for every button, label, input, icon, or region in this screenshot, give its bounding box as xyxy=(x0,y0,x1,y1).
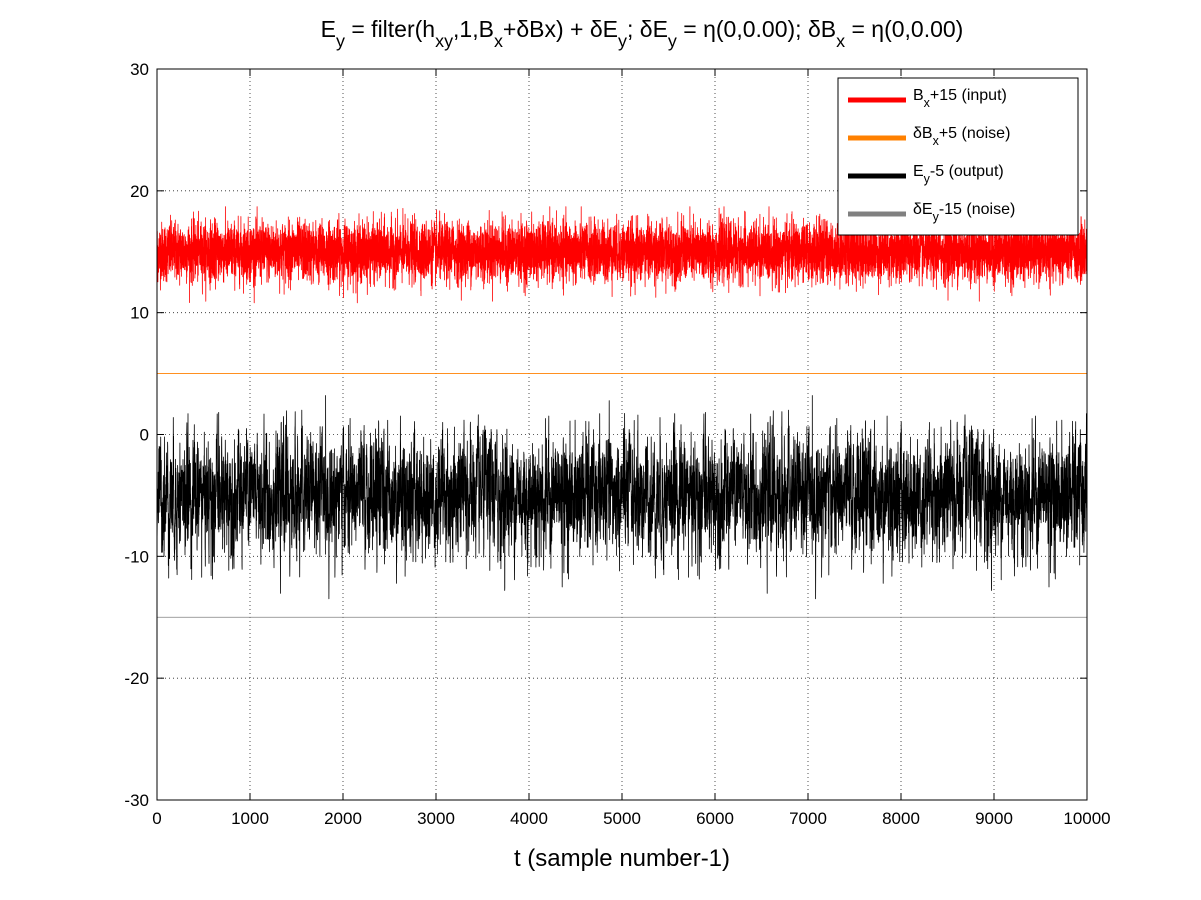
x-tick-label: 7000 xyxy=(789,809,827,828)
x-tick-label: 3000 xyxy=(417,809,455,828)
x-tick-label: 1000 xyxy=(231,809,269,828)
y-tick-label: 0 xyxy=(140,426,149,445)
axis-ticks: 0 1000 2000 3000 4000 5000 6000 7000 8000 9000 100… xyxy=(124,60,1110,828)
x-tick-label: 0 xyxy=(152,809,161,828)
y-tick-label: -30 xyxy=(124,791,149,810)
y-tick-label: 30 xyxy=(130,60,149,79)
plot-series xyxy=(156,206,1088,618)
x-tick-label: 4000 xyxy=(510,809,548,828)
legend-entry-3: Ey-5 (output) xyxy=(913,163,1004,186)
y-tick-label: -20 xyxy=(124,669,149,688)
legend-entry-2: δBx+5 (noise) xyxy=(913,125,1010,148)
series-line-1 xyxy=(156,206,1088,304)
x-tick-label: 9000 xyxy=(975,809,1013,828)
legend-entry-1: Bx+15 (input) xyxy=(913,87,1007,110)
x-tick-label: 10000 xyxy=(1063,809,1110,828)
x-tick-label: 8000 xyxy=(882,809,920,828)
grid xyxy=(157,69,1087,800)
y-tick-label: 20 xyxy=(130,182,149,201)
legend-box xyxy=(837,77,1079,236)
x-tick-label: 2000 xyxy=(324,809,362,828)
legend-entry-4: δEy-15 (noise) xyxy=(913,201,1015,224)
legend: Bx+15 (input) δBx+5 (noise) Ey-5 (output) δ… xyxy=(837,77,1079,236)
x-axis-label: t (sample number-1) xyxy=(514,845,730,872)
series-line-3 xyxy=(156,395,1088,600)
x-tick-label: 5000 xyxy=(603,809,641,828)
x-tick-label: 6000 xyxy=(696,809,734,828)
chart-title: Ey = filter(hxy,1,Bx+δBx) + δEy; δEy = η… xyxy=(321,16,964,51)
y-tick-label: -10 xyxy=(124,547,149,566)
y-tick-label: 10 xyxy=(130,304,149,323)
